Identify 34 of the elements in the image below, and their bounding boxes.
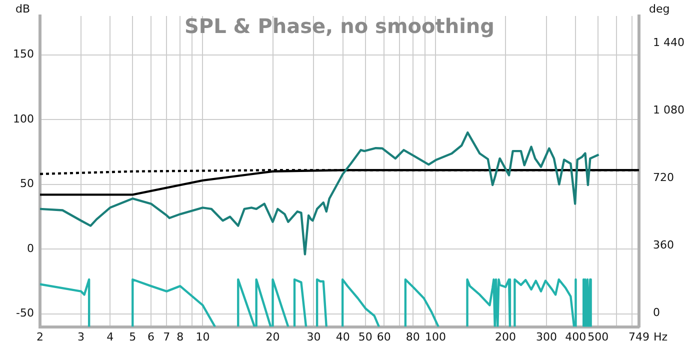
x-tick-label: 80: [406, 330, 420, 344]
y-axis-title: dB: [15, 2, 30, 16]
x-tick-label: 8: [176, 330, 184, 344]
x-tick-label: 50: [358, 330, 372, 344]
x-tick-label: 60: [376, 330, 391, 344]
x-tick-label: 6: [148, 330, 155, 344]
y2-tick-label: 1 440: [653, 36, 684, 49]
y-tick-label: 100: [13, 112, 34, 126]
x-axis-title: Hz: [654, 330, 668, 344]
x-tick-label: 10: [196, 330, 210, 344]
x-tick-label: 100: [424, 330, 446, 344]
y2-tick-label: 720: [653, 171, 674, 184]
y-tick-label: 150: [13, 48, 34, 61]
y2-tick-label: 360: [653, 238, 674, 252]
y2-axis-title: deg: [649, 2, 670, 16]
x-tick-label: 400: [565, 330, 586, 344]
x-tick-label: 300: [536, 330, 558, 344]
y-tick-label: 50: [20, 177, 34, 190]
y2-tick-label: 0: [653, 306, 660, 320]
x-tick-label: 500: [588, 330, 609, 344]
x-tick-label: 5: [129, 330, 136, 344]
x-tick-label: 40: [336, 330, 350, 344]
x-tick-label: 20: [266, 330, 280, 344]
x-tick-label: 2: [36, 330, 44, 344]
x-tick-label: 200: [495, 330, 516, 344]
x-tick-label: 7: [163, 330, 170, 344]
x-tick-label: 4: [106, 330, 114, 344]
y-tick-label: 0: [27, 242, 34, 255]
y2-tick-label: 1 080: [653, 103, 684, 116]
x-tick-label: 30: [306, 330, 321, 344]
y-tick-label: -50: [16, 306, 34, 320]
x-tick-label: 749: [628, 330, 650, 344]
chart-title: SPL & Phase, no smoothing: [184, 14, 494, 38]
x-tick-label: 3: [77, 330, 84, 344]
